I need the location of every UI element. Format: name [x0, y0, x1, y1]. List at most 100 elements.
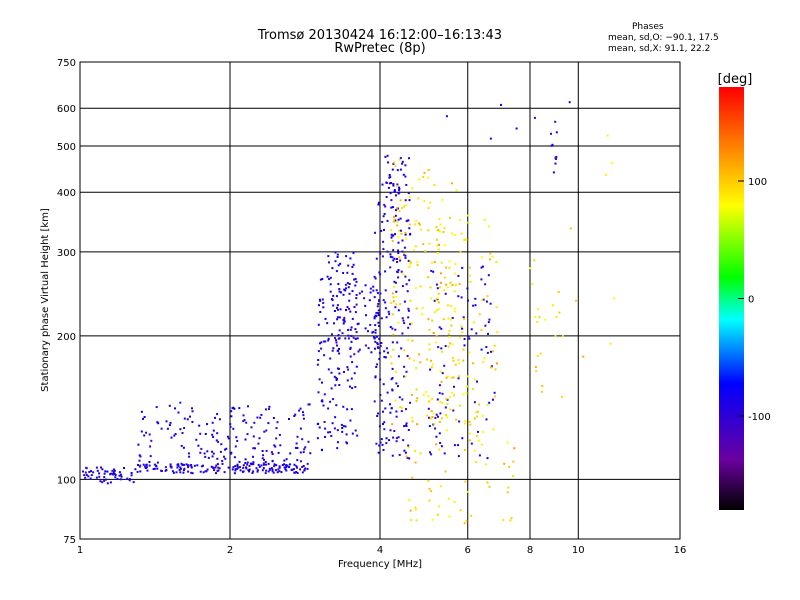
o-mode-point: [343, 320, 346, 323]
o-mode-point: [329, 357, 332, 360]
x-mode-point: [449, 281, 452, 284]
x-mode-point: [469, 432, 472, 435]
x-mode-point: [414, 450, 416, 452]
o-mode-point: [216, 463, 219, 466]
o-mode-point: [364, 284, 367, 287]
plot-frame: [79, 61, 681, 540]
o-mode-point: [132, 481, 135, 484]
x-mode-point: [402, 205, 405, 208]
o-mode-point: [288, 418, 290, 420]
x-mode-point: [454, 284, 457, 287]
x-mode-point: [445, 414, 448, 416]
o-mode-point: [346, 442, 349, 445]
o-mode-point: [220, 443, 223, 446]
x-mode-point: [453, 234, 456, 236]
o-mode-point: [347, 264, 350, 267]
o-mode-point: [441, 392, 444, 395]
x-mode-point: [430, 490, 433, 493]
o-mode-point: [406, 219, 409, 222]
o-mode-point: [259, 416, 262, 419]
x-mode-point: [449, 342, 452, 345]
o-mode-point: [215, 464, 218, 467]
o-mode-point: [116, 478, 119, 480]
o-mode-point: [440, 347, 443, 350]
x-mode-point: [412, 249, 415, 252]
o-mode-point: [214, 466, 217, 469]
x-mode-point: [436, 309, 438, 312]
o-mode-point: [295, 471, 298, 473]
o-mode-point: [267, 462, 270, 465]
x-mode-point: [575, 299, 577, 302]
o-mode-point: [440, 445, 443, 448]
o-mode-point: [347, 329, 350, 331]
o-mode-point: [187, 452, 190, 455]
o-mode-point: [486, 457, 489, 460]
o-mode-point: [324, 435, 326, 438]
o-mode-point: [98, 472, 101, 475]
o-mode-point: [267, 470, 270, 473]
o-mode-point: [374, 324, 377, 327]
o-mode-point: [283, 459, 286, 462]
o-mode-point: [323, 393, 326, 396]
o-mode-point: [348, 307, 351, 310]
o-mode-point: [490, 350, 492, 353]
o-mode-point: [342, 272, 345, 274]
x-mode-point: [393, 285, 396, 288]
o-mode-point: [347, 368, 350, 371]
x-mode-point: [428, 348, 431, 351]
x-mode-point: [392, 333, 395, 336]
o-mode-point: [382, 383, 385, 386]
o-mode-point: [334, 416, 337, 419]
o-mode-point: [301, 471, 304, 474]
o-mode-point: [95, 476, 98, 479]
o-mode-point: [322, 301, 325, 304]
x-mode-point: [436, 297, 439, 299]
x-mode-point: [506, 491, 509, 494]
o-mode-point: [432, 423, 435, 426]
o-mode-point: [409, 401, 412, 404]
o-mode-point: [216, 457, 219, 460]
o-mode-point: [474, 297, 477, 300]
o-mode-point: [345, 287, 348, 290]
o-mode-point: [355, 297, 358, 300]
o-mode-point: [248, 468, 251, 471]
x-mode-point: [464, 480, 467, 483]
x-mode-point: [447, 375, 449, 378]
o-mode-point: [104, 470, 107, 473]
o-mode-point: [408, 279, 411, 282]
o-mode-point: [394, 328, 397, 331]
o-mode-point: [336, 447, 339, 450]
o-mode-point: [336, 306, 338, 309]
o-mode-point: [409, 323, 412, 326]
x-mode-point: [453, 290, 456, 293]
x-mode-point: [397, 236, 400, 239]
o-mode-point: [293, 463, 296, 466]
x-mode-point: [453, 394, 455, 397]
x-mode-point: [398, 229, 401, 232]
o-mode-point: [489, 137, 492, 140]
x-mode-point: [442, 318, 445, 321]
x-mode-point: [407, 446, 410, 449]
o-mode-point: [386, 219, 389, 222]
x-mode-point: [390, 362, 393, 365]
x-mode-point: [450, 232, 453, 235]
o-mode-point: [399, 157, 402, 160]
o-mode-point: [403, 375, 406, 378]
o-mode-point: [373, 337, 376, 340]
o-mode-point: [390, 378, 393, 381]
x-mode-point: [454, 263, 457, 266]
o-mode-point: [485, 300, 488, 303]
o-mode-point: [394, 219, 397, 222]
o-mode-point: [179, 428, 182, 431]
o-mode-point: [234, 469, 237, 472]
o-mode-point: [391, 367, 394, 370]
o-mode-point: [294, 413, 297, 416]
o-mode-point: [187, 466, 190, 469]
o-mode-point: [254, 447, 256, 450]
x-mode-point: [453, 310, 456, 313]
o-mode-point: [238, 460, 241, 463]
o-mode-point: [242, 420, 245, 423]
o-mode-point: [337, 441, 339, 444]
o-mode-point: [298, 409, 301, 412]
o-mode-point: [439, 412, 442, 415]
